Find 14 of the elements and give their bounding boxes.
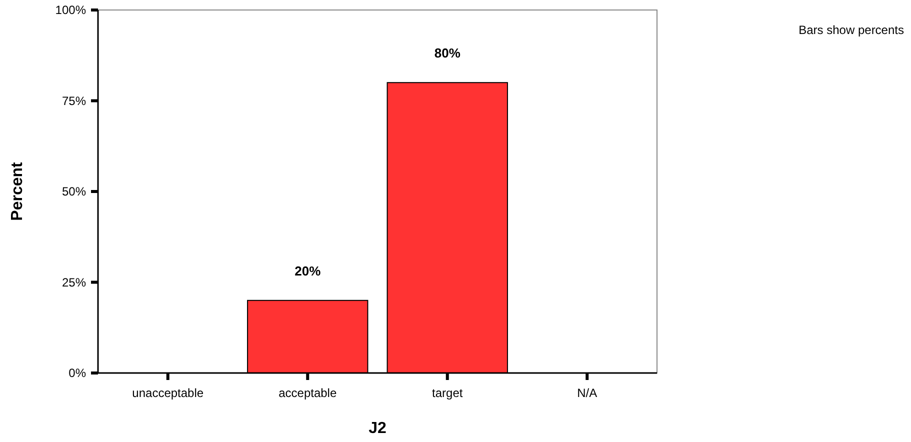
y-tick-label: 0% — [68, 366, 86, 380]
x-tick-label: unacceptable — [132, 386, 204, 400]
x-tick-label: acceptable — [278, 386, 337, 400]
y-tick-label: 50% — [62, 184, 86, 198]
text: Bars show percents — [798, 23, 904, 37]
y-axis-title: Percent — [9, 161, 26, 221]
y-tick-label: 100% — [55, 3, 86, 17]
data-label: 20% — [294, 263, 322, 278]
y-tick-label: 75% — [62, 94, 86, 108]
data-label: 80% — [434, 46, 461, 61]
y-tick-label: 25% — [62, 275, 86, 290]
x-tick-label: target — [432, 386, 464, 400]
x-axis-title: J2 — [368, 420, 386, 437]
x-tick-label: N/A — [577, 386, 598, 400]
